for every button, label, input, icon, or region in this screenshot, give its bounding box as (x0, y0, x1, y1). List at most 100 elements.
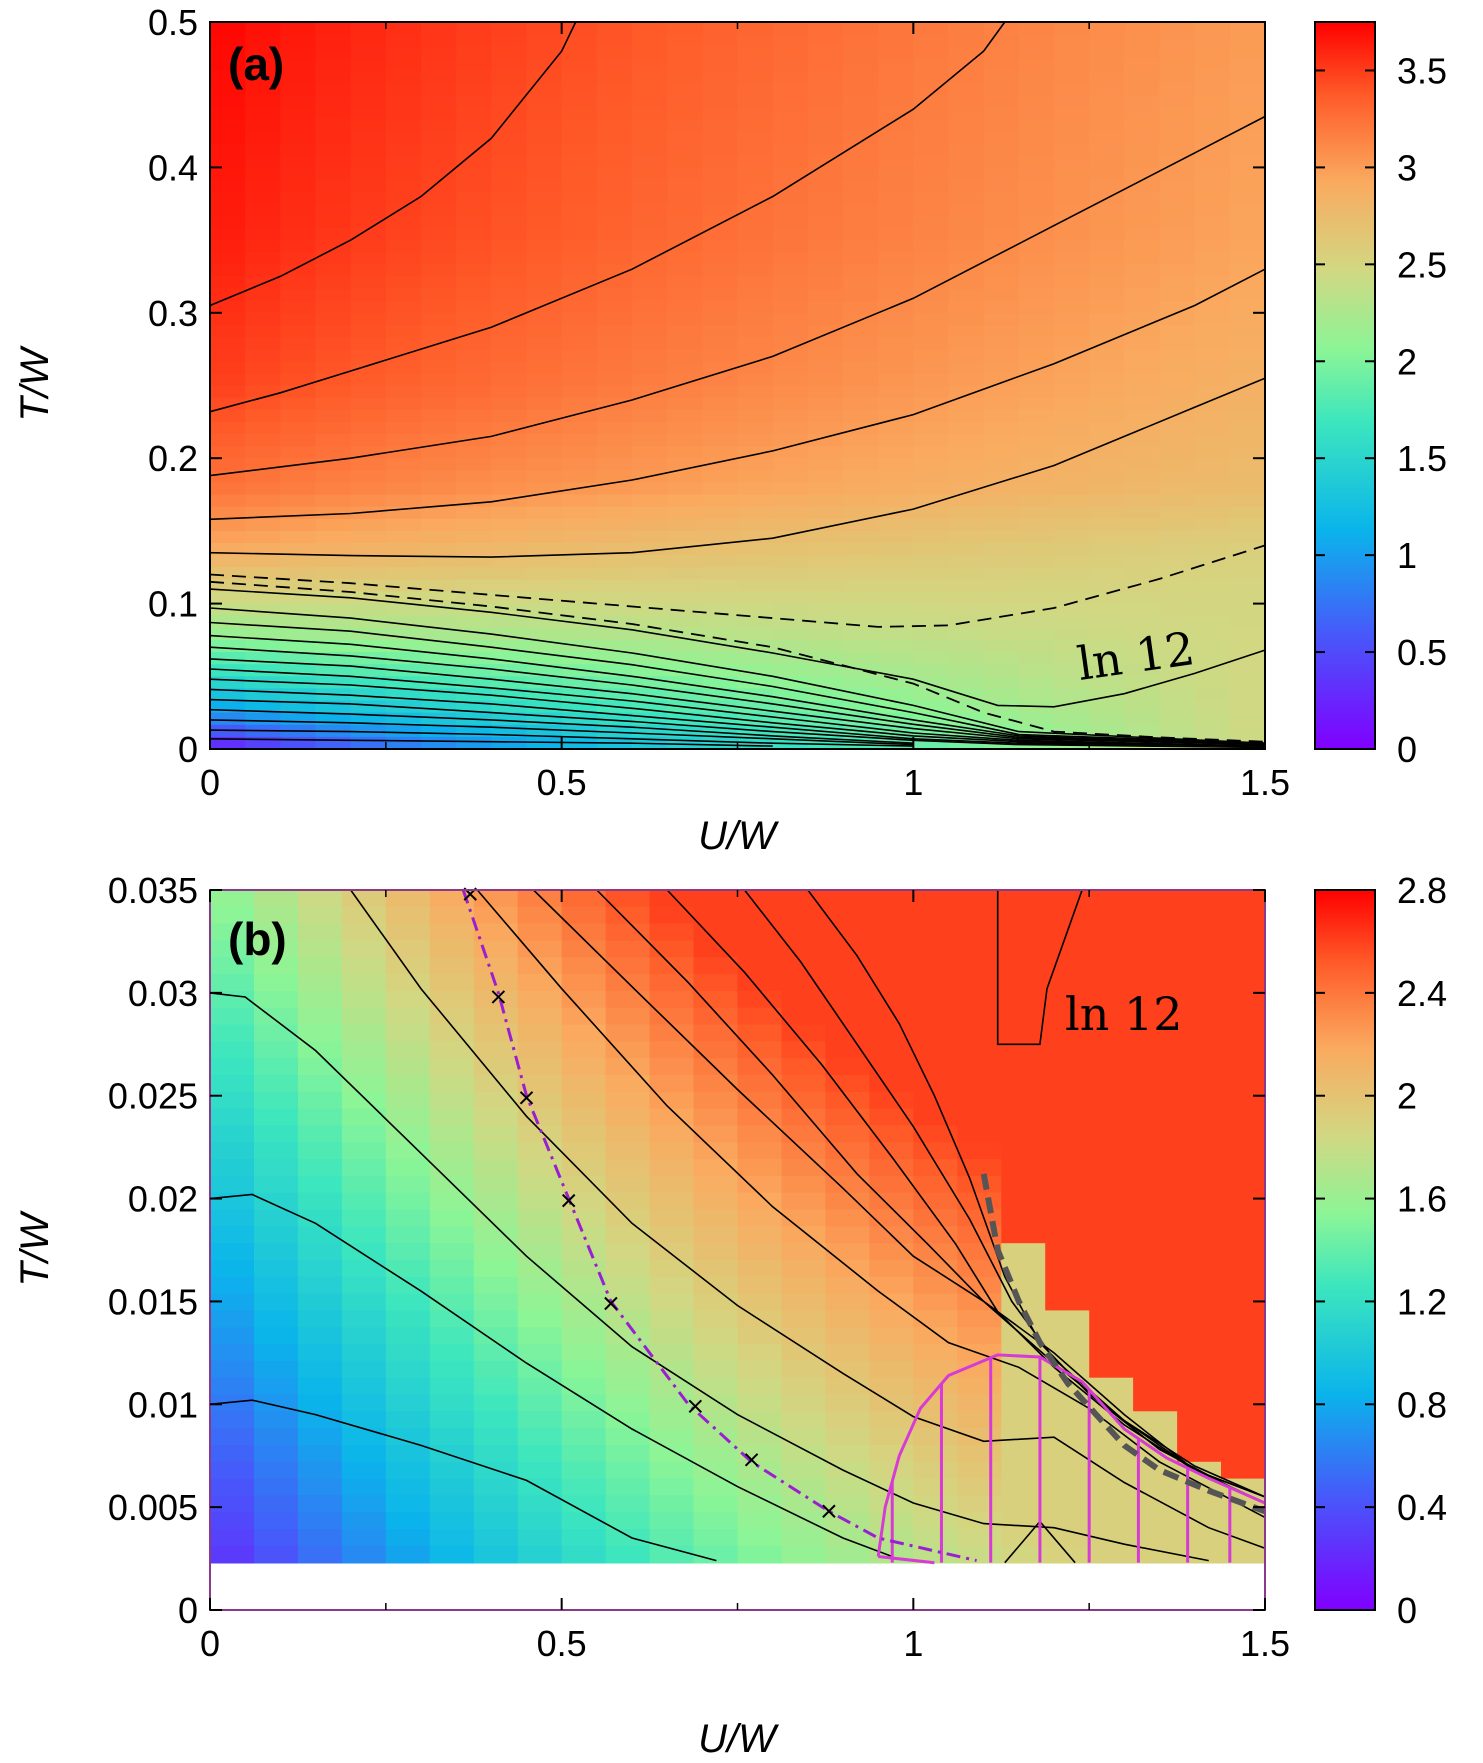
heatmap-cell (605, 890, 651, 908)
heatmap-cell (350, 555, 387, 568)
heatmap-cell (913, 555, 950, 568)
heatmap-cell (385, 530, 422, 544)
heatmap-cell (1045, 1461, 1090, 1480)
heatmap-cell (878, 300, 915, 314)
heatmap-cell (1045, 890, 1090, 908)
heatmap-cell (1194, 591, 1231, 605)
heatmap-cell (210, 421, 246, 435)
heatmap-cell (1133, 1075, 1178, 1093)
heatmap-cell (825, 1428, 871, 1446)
heatmap-cell (737, 1512, 783, 1530)
heatmap-cell (1001, 1108, 1047, 1127)
heatmap-cell (210, 1125, 255, 1143)
heatmap-cell (825, 1243, 871, 1261)
heatmap-cell (341, 1529, 387, 1547)
heatmap-cell (667, 264, 704, 278)
heatmap-cell (667, 288, 704, 302)
heatmap-cell (878, 228, 915, 241)
heatmap-cell (245, 240, 282, 253)
heatmap-cell (869, 1377, 915, 1396)
heatmap-cell (1194, 191, 1231, 205)
heatmap-cell (948, 131, 985, 144)
heatmap-cell (561, 46, 598, 60)
heatmap-cell (948, 506, 985, 520)
heatmap-cell (456, 373, 493, 387)
heatmap-cell (1018, 288, 1055, 302)
heatmap-cell (473, 940, 519, 959)
heatmap-cell (869, 1024, 915, 1043)
heatmap-cell (385, 1260, 431, 1278)
heatmap-cell (1018, 652, 1055, 665)
heatmap-cell (473, 1209, 519, 1228)
heatmap-cell (297, 890, 343, 908)
heatmap-cell (807, 203, 844, 217)
heatmap-cell (1124, 506, 1161, 520)
heatmap-cell (737, 664, 774, 678)
heatmap-cell (781, 1024, 827, 1043)
heatmap-cell (632, 337, 668, 350)
heatmap-cell (649, 990, 695, 1009)
heatmap-cell (948, 106, 985, 120)
heatmap-cell (421, 409, 457, 423)
heatmap-cell (1221, 1091, 1266, 1110)
heatmap-cell (1054, 385, 1090, 399)
heatmap-cell (561, 155, 598, 169)
colorbar-tick-label: 0 (1397, 729, 1417, 770)
heatmap-cell (781, 974, 827, 992)
heatmap-cell (1229, 421, 1266, 435)
heatmap-cell (632, 94, 668, 108)
heatmap-cell (878, 143, 915, 157)
heatmap-cell (429, 1058, 475, 1076)
heatmap-cell (772, 530, 809, 544)
heatmap-cell (632, 409, 668, 423)
heatmap-cell (913, 94, 950, 108)
heatmap-cell (1194, 337, 1231, 350)
heatmap-cell (254, 1226, 299, 1244)
heatmap-cell (1018, 349, 1055, 362)
contour-line (209, 588, 1266, 708)
heatmap-cell (1089, 434, 1126, 447)
heatmap-cell (913, 1192, 959, 1211)
heatmap-cell (737, 1175, 783, 1194)
heatmap-cell (878, 361, 915, 375)
heatmap-cell (473, 890, 519, 908)
heatmap-cell (1194, 627, 1231, 641)
heatmap-cell (350, 603, 387, 617)
heatmap-cell (350, 736, 387, 750)
heatmap-cell (737, 1226, 783, 1244)
heatmap-cell (1221, 1209, 1266, 1228)
heatmap-cell (1124, 458, 1161, 472)
heatmap-cell (385, 143, 422, 157)
heatmap-cell (341, 1293, 387, 1312)
heatmap-cell (1089, 1159, 1134, 1177)
heatmap-cell (1054, 46, 1090, 60)
heatmap-cell (1089, 1041, 1134, 1059)
heatmap-cell (517, 1461, 563, 1480)
heatmap-cell (605, 1478, 651, 1497)
heatmap-cell (878, 397, 915, 411)
heatmap-cell (878, 385, 915, 399)
heatmap-cell (429, 940, 475, 959)
colorbar-tick-label: 0.5 (1397, 632, 1447, 673)
heatmap-cell (245, 22, 282, 35)
heatmap-cell (210, 1024, 255, 1043)
heatmap-cell (561, 324, 598, 338)
heatmap-cell (526, 288, 563, 302)
heatmap-cell (772, 34, 809, 47)
heatmap-cell (1089, 627, 1126, 641)
heatmap-cell (1054, 664, 1090, 678)
heatmap-cell (702, 143, 739, 157)
heatmap-cell (1133, 1192, 1178, 1211)
heatmap-cell (254, 1327, 299, 1345)
heatmap-cell (596, 228, 633, 241)
heatmap-cell (693, 1192, 739, 1211)
heatmap-cell (1045, 1495, 1090, 1513)
heatmap-cell (825, 1125, 871, 1143)
heatmap-cell (315, 349, 352, 362)
heatmap-cell (667, 434, 704, 447)
heatmap-cell (245, 712, 282, 726)
heatmap-cell (913, 940, 959, 959)
heatmap-cell (341, 1175, 387, 1194)
heatmap-cell (878, 94, 915, 108)
heatmap-cell (421, 470, 457, 484)
